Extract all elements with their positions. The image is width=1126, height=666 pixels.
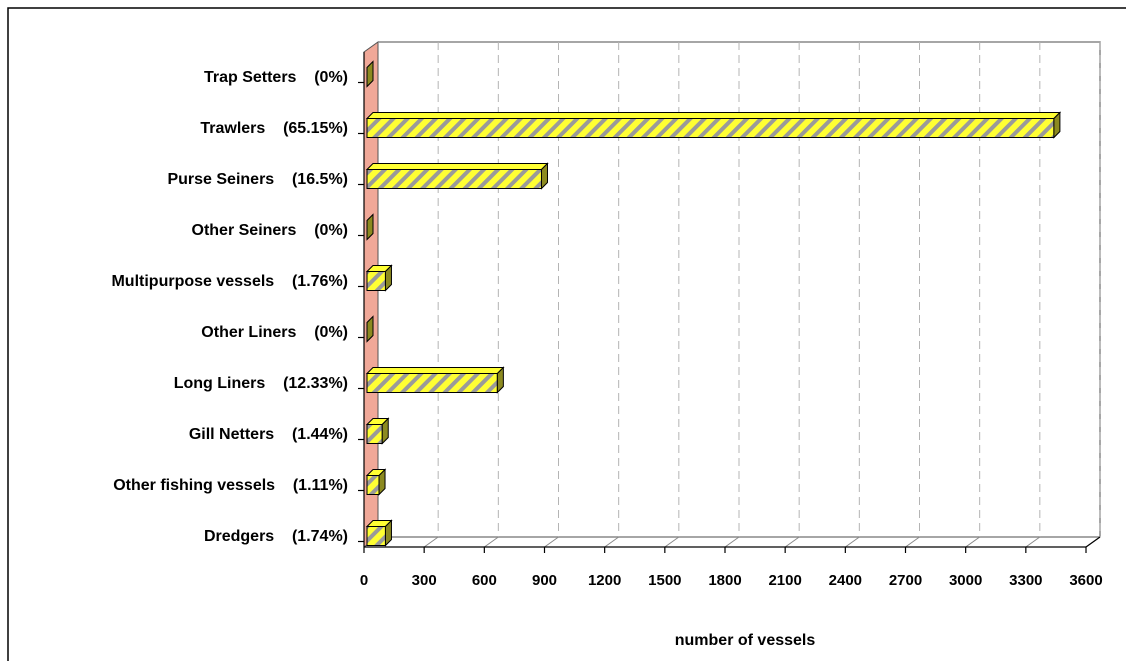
- floor-tick-line: [604, 536, 619, 548]
- bar-top: [365, 163, 549, 170]
- bar-end: [366, 60, 374, 88]
- category-label: Multipurpose vessels (1.76%): [111, 273, 348, 290]
- bar-end: [366, 315, 374, 343]
- bar: [365, 519, 393, 547]
- axes: [358, 52, 1101, 553]
- bar: [366, 213, 374, 241]
- x-tick-label: 2100: [768, 572, 801, 589]
- bar-front: [366, 118, 1055, 138]
- category-label: Other Seiners (0%): [192, 222, 349, 239]
- x-tick-label: 2400: [829, 572, 862, 589]
- x-axis-label: number of vessels: [675, 632, 816, 649]
- bar: [365, 468, 387, 496]
- bar-end: [1053, 111, 1061, 139]
- bar-front: [366, 526, 386, 546]
- bar-end: [381, 417, 389, 445]
- x-tick-label: 3600: [1069, 572, 1102, 589]
- bar-end: [378, 468, 386, 496]
- bar: [366, 315, 374, 343]
- floor-tick-line: [965, 536, 980, 548]
- category-labels: Trap Setters (0%) Trawlers (65.15%) Purse …: [111, 69, 348, 545]
- bar-front: [366, 475, 380, 495]
- category-label: Trap Setters (0%): [204, 69, 348, 86]
- category-label: Trawlers (65.15%): [200, 120, 348, 137]
- floor-tick-line: [664, 536, 680, 548]
- floor-tick-line: [1025, 536, 1041, 548]
- bar: [365, 162, 549, 190]
- bar-end: [384, 519, 392, 547]
- floor-tick-line: [423, 536, 439, 548]
- floor-tick-line: [544, 536, 559, 548]
- floor-tick-line: [905, 536, 920, 548]
- x-tick-label: 1800: [708, 572, 741, 589]
- category-label: Purse Seiners (16.5%): [167, 171, 348, 188]
- bar: [366, 60, 374, 88]
- x-tick-labels: 0 300 600 900 1200 1500 1800 2100 2400 2700 3000 33…: [360, 572, 1103, 589]
- floor-tick-line: [484, 536, 499, 548]
- floor-tick-line: [845, 536, 860, 548]
- bar-front: [366, 424, 383, 444]
- x-tick-label: 900: [532, 572, 557, 589]
- x-tick-label: 3300: [1009, 572, 1042, 589]
- bar: [365, 417, 390, 445]
- x-tick-label: 2700: [889, 572, 922, 589]
- bar-end: [540, 162, 548, 190]
- bar-front: [366, 373, 498, 393]
- floor-tick-line: [784, 536, 800, 548]
- x-tick-label: 300: [412, 572, 437, 589]
- bar: [365, 111, 1062, 139]
- x-tick-label: 3000: [949, 572, 982, 589]
- x-tick-label: 0: [360, 572, 368, 589]
- bar-front: [366, 271, 386, 291]
- floor-tick-line: [724, 536, 740, 548]
- x-tick-label: 1200: [588, 572, 621, 589]
- bar: [365, 366, 505, 394]
- bar-top: [365, 367, 505, 374]
- category-label: Long Liners (12.33%): [174, 375, 348, 392]
- bar: [365, 264, 393, 292]
- x-tick-label: 1500: [648, 572, 681, 589]
- bars: [365, 60, 1062, 547]
- x-tick-label: 600: [472, 572, 497, 589]
- x-axis-end: [1085, 536, 1101, 548]
- category-label: Other Liners (0%): [201, 324, 348, 341]
- bar-front: [366, 169, 542, 189]
- category-label: Other fishing vessels (1.11%): [113, 477, 348, 494]
- category-label: Gill Netters (1.44%): [189, 426, 348, 443]
- bar-end: [384, 264, 392, 292]
- category-label: Dredgers (1.74%): [204, 528, 348, 545]
- bar-end: [496, 366, 504, 394]
- bar-end: [366, 213, 374, 241]
- chart-border: [7, 7, 1126, 666]
- bar-top: [365, 112, 1062, 119]
